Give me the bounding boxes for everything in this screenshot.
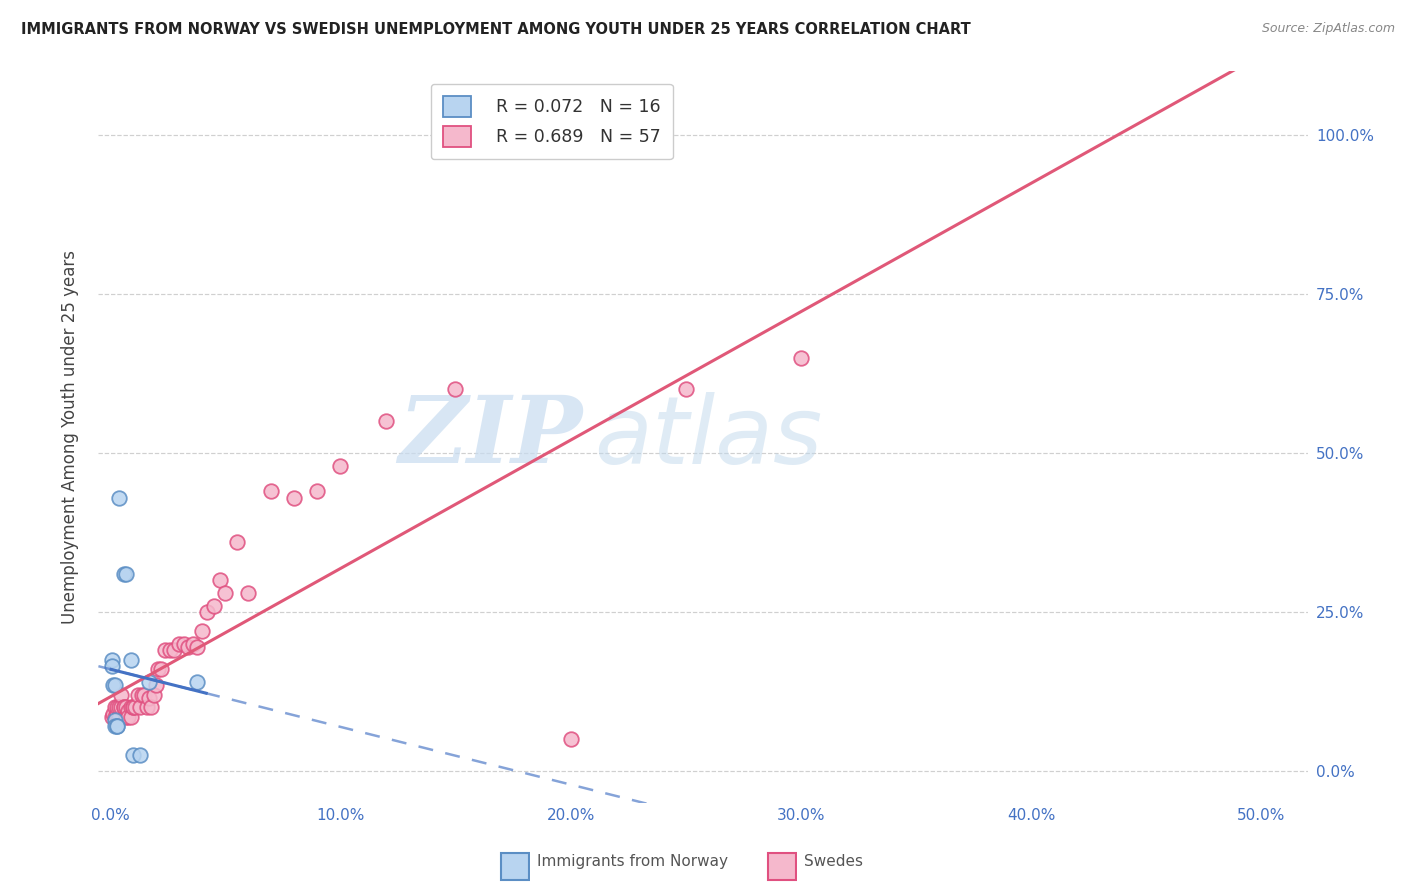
Point (117, 704, 139, 718)
Point (225, 535, 247, 549)
Point (790, 351, 813, 365)
Point (105, 719, 128, 733)
Point (138, 675, 160, 690)
Point (195, 605, 218, 619)
Point (108, 491, 131, 505)
Point (122, 748, 145, 763)
Point (260, 484, 283, 499)
Point (159, 643, 181, 657)
Point (122, 700, 145, 714)
Point (112, 700, 135, 714)
Point (115, 566, 138, 581)
Text: Source: ZipAtlas.com: Source: ZipAtlas.com (1261, 22, 1395, 36)
Point (120, 700, 142, 714)
Point (108, 710, 131, 724)
Point (375, 414, 398, 428)
Point (236, 586, 259, 600)
Legend:   R = 0.072   N = 16,   R = 0.689   N = 57: R = 0.072 N = 16, R = 0.689 N = 57 (432, 84, 672, 159)
Point (105, 706, 128, 721)
Point (149, 662, 172, 676)
Point (186, 640, 208, 654)
Point (186, 675, 208, 690)
Point (115, 710, 138, 724)
Point (177, 640, 200, 654)
Text: ZIP: ZIP (398, 392, 582, 482)
Point (108, 700, 131, 714)
Point (131, 688, 153, 702)
Point (329, 458, 352, 473)
Text: atlas: atlas (595, 392, 823, 483)
Point (101, 710, 124, 724)
Text: IMMIGRANTS FROM NORWAY VS SWEDISH UNEMPLOYMENT AMONG YOUTH UNDER 25 YEARS CORREL: IMMIGRANTS FROM NORWAY VS SWEDISH UNEMPL… (21, 22, 970, 37)
Point (148, 662, 170, 676)
Y-axis label: Unemployment Among Youth under 25 years: Unemployment Among Youth under 25 years (60, 250, 79, 624)
Point (105, 700, 128, 714)
Point (103, 700, 125, 714)
Point (560, 732, 582, 747)
Point (128, 748, 150, 763)
Point (134, 688, 156, 702)
Point (135, 700, 157, 714)
Point (209, 573, 232, 587)
Point (307, 484, 329, 499)
Point (181, 637, 204, 651)
Point (173, 637, 195, 651)
Point (110, 688, 132, 702)
FancyBboxPatch shape (501, 853, 529, 880)
Point (103, 719, 125, 733)
Point (128, 700, 150, 714)
Point (138, 690, 160, 705)
Point (145, 678, 167, 692)
Point (117, 710, 139, 724)
Point (122, 700, 145, 714)
Point (105, 719, 128, 733)
Point (105, 710, 128, 724)
Point (155, 643, 177, 657)
Point (163, 643, 186, 657)
Point (444, 383, 467, 397)
Point (112, 700, 135, 714)
FancyBboxPatch shape (768, 853, 796, 880)
Point (167, 637, 190, 651)
Point (124, 700, 146, 714)
Point (202, 599, 225, 613)
Point (101, 659, 124, 673)
Point (101, 653, 124, 667)
Point (115, 700, 138, 714)
Point (283, 491, 305, 505)
Point (142, 688, 165, 702)
Point (675, 383, 697, 397)
Point (127, 688, 149, 702)
Point (112, 566, 135, 581)
Point (191, 624, 214, 638)
Point (103, 678, 125, 692)
Point (110, 700, 132, 714)
Point (120, 710, 142, 724)
Point (103, 713, 125, 727)
Point (103, 678, 125, 692)
Point (103, 710, 125, 724)
Point (141, 700, 163, 714)
Text: Swedes: Swedes (804, 855, 863, 869)
Point (120, 653, 142, 667)
Point (214, 586, 236, 600)
Point (103, 706, 125, 721)
Text: Immigrants from Norway: Immigrants from Norway (537, 855, 728, 869)
